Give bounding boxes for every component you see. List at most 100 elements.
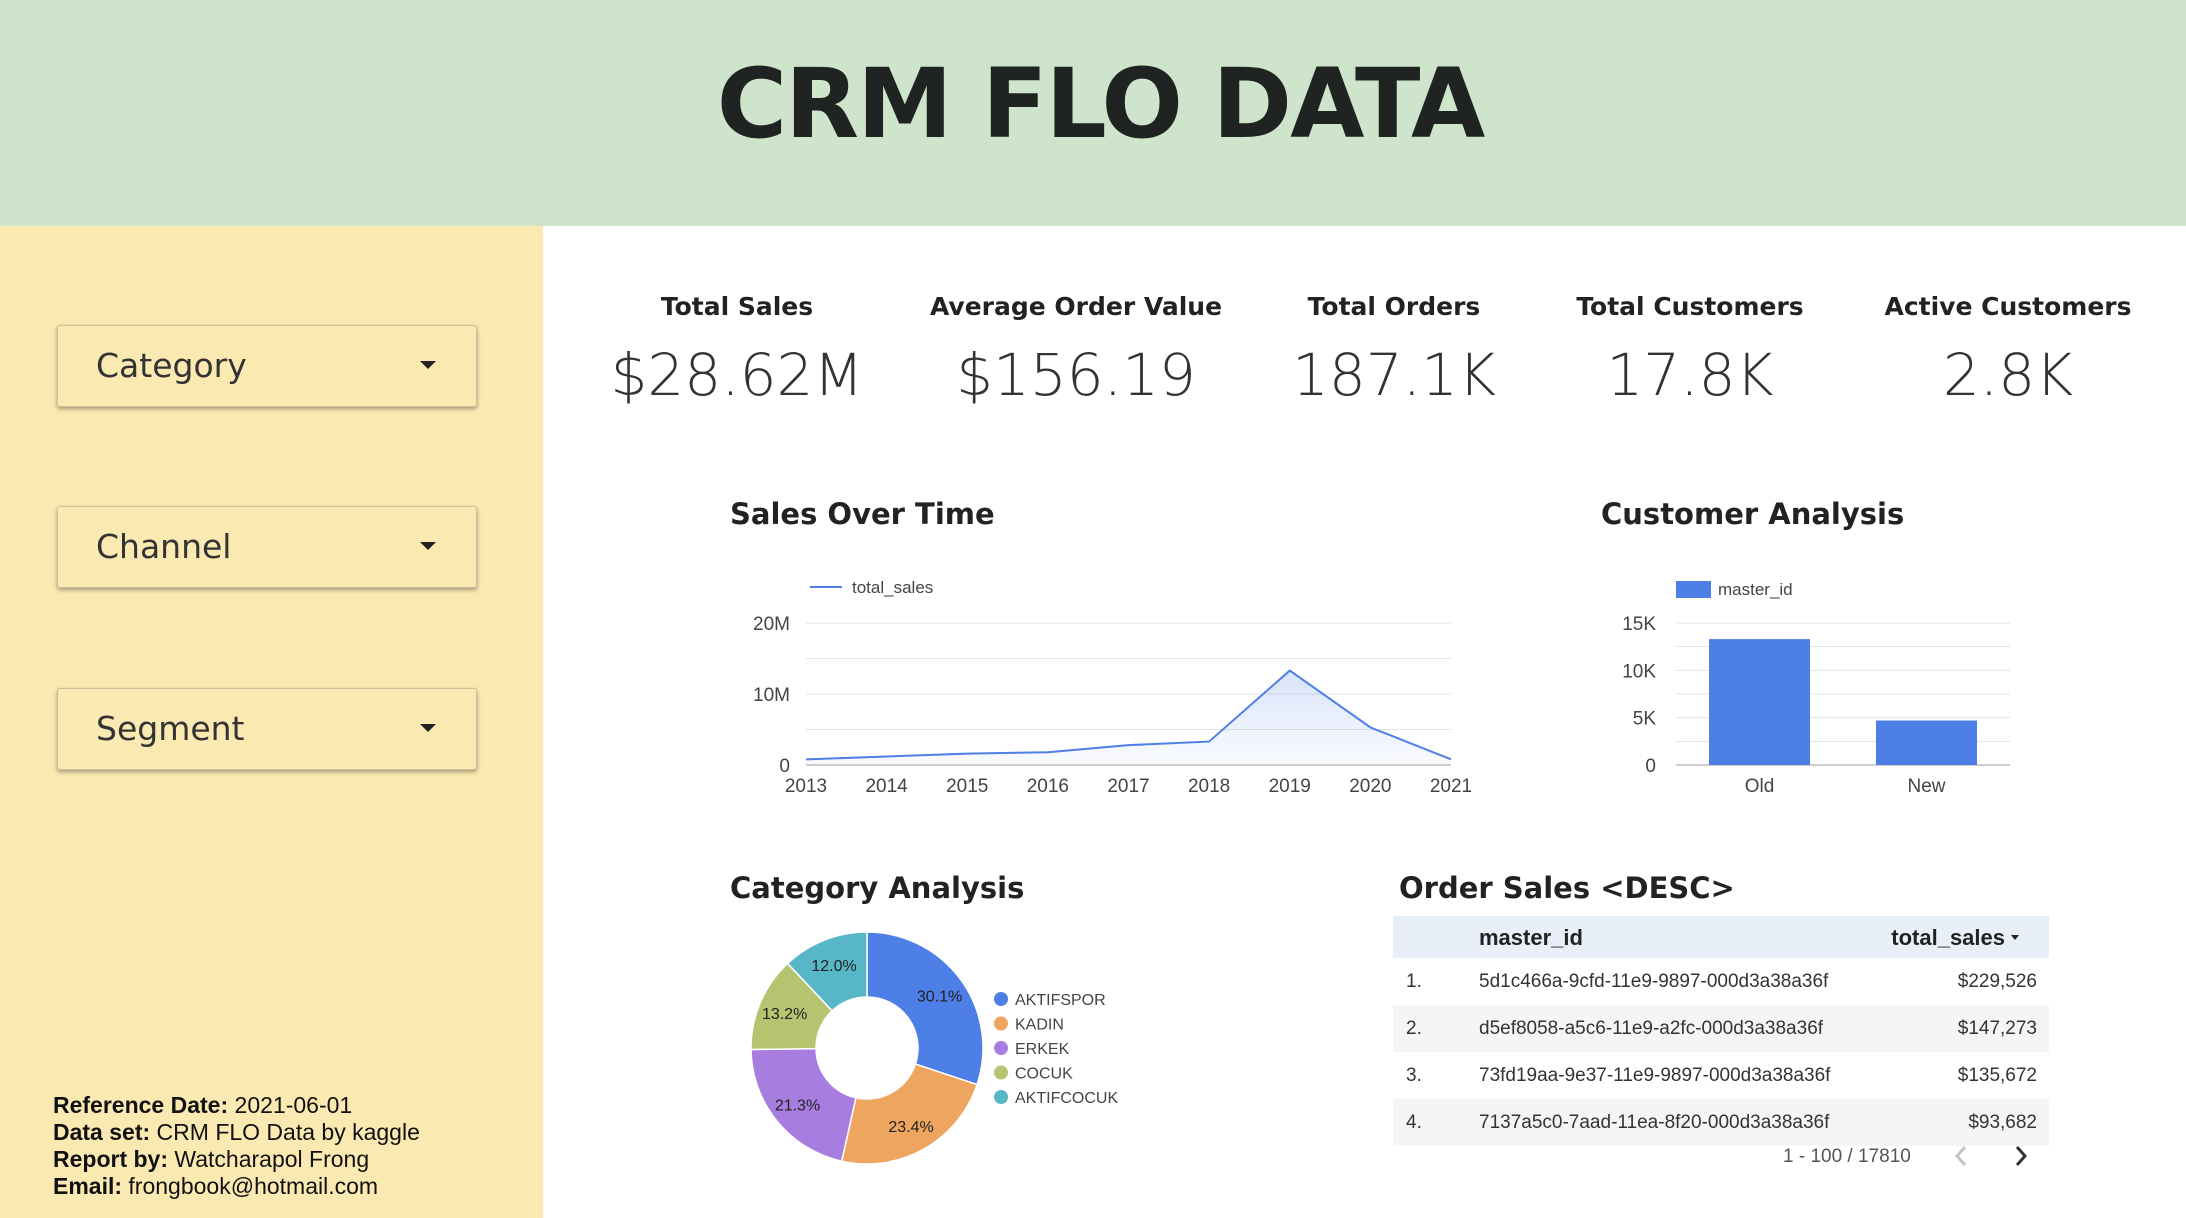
kpi-label: Total Customers bbox=[1576, 292, 1804, 321]
row-number: 1. bbox=[1406, 971, 1422, 992]
kpi-total-customers: Total Customers 17.8K bbox=[1540, 292, 1840, 409]
kpi-label: Average Order Value bbox=[929, 292, 1223, 321]
channel-filter-dropdown[interactable]: Channel bbox=[57, 506, 477, 588]
legend-label: AKTIFSPOR bbox=[1015, 992, 1106, 1009]
sort-desc-icon[interactable] bbox=[2011, 935, 2019, 940]
kpi-value: 2.8K bbox=[1942, 341, 2074, 409]
kpi-active-customers: Active Customers 2.8K bbox=[1858, 292, 2158, 409]
column-header-master-id[interactable]: master_id bbox=[1479, 925, 1583, 950]
header-banner: CRM FLO DATA bbox=[0, 0, 2186, 226]
category-filter-dropdown[interactable]: Category bbox=[57, 325, 477, 407]
legend-swatch bbox=[994, 1065, 1008, 1080]
order-sales-title: Order Sales <DESC> bbox=[1399, 871, 1735, 905]
segment-filter-dropdown[interactable]: Segment bbox=[57, 688, 477, 770]
x-tick-label: 2018 bbox=[1188, 776, 1230, 797]
legend-swatch bbox=[1676, 581, 1711, 598]
sales-over-time-title: Sales Over Time bbox=[730, 497, 995, 531]
y-tick-label: 0 bbox=[1645, 756, 1656, 777]
x-tick-label: New bbox=[1907, 776, 1945, 797]
total-sales-cell: $147,273 bbox=[1957, 1018, 2037, 1039]
x-tick-label: 2015 bbox=[946, 776, 988, 797]
legend-label: COCUK bbox=[1015, 1066, 1073, 1083]
reference-date-value: 2021-06-01 bbox=[234, 1092, 353, 1118]
master-id-cell: 7137a5c0-7aad-11ea-8f20-000d3a38a36f bbox=[1479, 1112, 1830, 1133]
legend-label: AKTIFCOCUK bbox=[1015, 1090, 1118, 1107]
segment-filter-label: Segment bbox=[96, 709, 245, 748]
x-tick-label: Old bbox=[1745, 776, 1775, 797]
slice-kadin bbox=[840, 1063, 979, 1165]
legend-swatch bbox=[994, 1016, 1008, 1031]
kpi-label: Total Sales bbox=[660, 292, 814, 321]
legend-label: master_id bbox=[1718, 580, 1793, 599]
report-by-label: Report by: bbox=[53, 1146, 168, 1172]
y-tick-label: 0 bbox=[779, 756, 790, 777]
slice-label: 23.4% bbox=[888, 1119, 933, 1136]
series-area bbox=[806, 670, 1451, 765]
column-header-total-sales[interactable]: total_sales bbox=[1891, 925, 2005, 950]
category-filter-label: Category bbox=[96, 346, 247, 385]
slice-label: 21.3% bbox=[775, 1097, 820, 1114]
bar-new bbox=[1876, 720, 1977, 765]
kpi-value: 187.1K bbox=[1291, 341, 1497, 409]
table-row[interactable]: 4. 7137a5c0-7aad-11ea-8f20-000d3a38a36f … bbox=[1393, 1099, 2049, 1146]
x-tick-label: 2019 bbox=[1269, 776, 1311, 797]
sidebar: Category Channel Segment bbox=[0, 226, 543, 1218]
y-tick-label: 15K bbox=[1622, 614, 1656, 635]
customer-analysis-chart: 0 5K 10K 15K Old New master_id bbox=[1622, 580, 2010, 797]
report-by-value: Watcharapol Frong bbox=[174, 1146, 370, 1172]
table-body: 1. 5d1c466a-9cfd-11e9-9897-000d3a38a36f … bbox=[1393, 958, 2049, 1176]
slice-erkek bbox=[750, 1047, 857, 1163]
slice-label: 30.1% bbox=[917, 989, 962, 1006]
x-tick-label: 2013 bbox=[785, 776, 827, 797]
y-tick-label: 20M bbox=[753, 614, 790, 635]
row-number: 2. bbox=[1406, 1018, 1422, 1039]
slice-aktifspor bbox=[866, 931, 984, 1086]
legend-swatch bbox=[994, 992, 1008, 1006]
page-title: CRM FLO DATA bbox=[716, 48, 1486, 160]
master-id-cell: d5ef8058-a5c6-11e9-a2fc-000d3a38a36f bbox=[1479, 1018, 1824, 1039]
series-line-total-sales bbox=[805, 669, 1452, 761]
customer-analysis-title: Customer Analysis bbox=[1601, 497, 1905, 531]
previous-page-icon[interactable] bbox=[1948, 1141, 1974, 1171]
row-number: 3. bbox=[1406, 1065, 1422, 1086]
caret-down-icon bbox=[420, 361, 436, 369]
table-row[interactable]: 1. 5d1c466a-9cfd-11e9-9897-000d3a38a36f … bbox=[1393, 958, 2049, 1005]
kpi-average-order-value: Average Order Value $156.19 bbox=[926, 292, 1226, 409]
y-tick-label: 10K bbox=[1622, 661, 1656, 682]
x-tick-label: 2021 bbox=[1430, 776, 1472, 797]
dataset-value: CRM FLO Data by kaggle bbox=[156, 1119, 420, 1145]
x-tick-label: 2017 bbox=[1107, 776, 1149, 797]
kpi-total-sales: Total Sales $28.62M bbox=[587, 292, 887, 409]
kpi-label: Total Orders bbox=[1307, 292, 1481, 321]
y-tick-label: 5K bbox=[1633, 709, 1657, 730]
next-page-icon[interactable] bbox=[2008, 1141, 2034, 1171]
slice-aktifcocuk bbox=[786, 931, 868, 1012]
table-row[interactable]: 3. 73fd19aa-9e37-11e9-9897-000d3a38a36f … bbox=[1393, 1052, 2049, 1099]
caret-down-icon bbox=[420, 542, 436, 550]
channel-filter-label: Channel bbox=[96, 527, 232, 566]
dataset-label: Data set: bbox=[53, 1119, 151, 1145]
legend-swatch bbox=[994, 1090, 1008, 1104]
table-row[interactable]: 2. d5ef8058-a5c6-11e9-a2fc-000d3a38a36f … bbox=[1393, 1005, 2049, 1052]
kpi-total-orders: Total Orders 187.1K bbox=[1244, 292, 1544, 409]
table-header: master_id total_sales bbox=[1393, 916, 2049, 958]
bar-old bbox=[1709, 639, 1810, 765]
legend-label: KADIN bbox=[1015, 1017, 1064, 1034]
row-number: 4. bbox=[1406, 1112, 1422, 1133]
reference-date-label: Reference Date: bbox=[53, 1092, 229, 1118]
x-tick-label: 2014 bbox=[865, 776, 908, 797]
pagination-text: 1 - 100 / 17810 bbox=[1783, 1146, 1911, 1167]
legend-label: total_sales bbox=[852, 578, 933, 597]
caret-down-icon bbox=[420, 724, 436, 732]
legend-label: ERKEK bbox=[1015, 1041, 1070, 1058]
master-id-cell: 5d1c466a-9cfd-11e9-9897-000d3a38a36f bbox=[1479, 971, 1829, 992]
slice-label: 12.0% bbox=[811, 958, 856, 975]
x-tick-label: 2020 bbox=[1349, 776, 1391, 797]
total-sales-cell: $93,682 bbox=[1968, 1112, 2037, 1133]
email-label: Email: bbox=[53, 1173, 123, 1199]
kpi-label: Active Customers bbox=[1884, 292, 2132, 321]
y-tick-label: 10M bbox=[753, 685, 790, 706]
slice-label: 13.2% bbox=[762, 1006, 807, 1023]
total-sales-cell: $135,672 bbox=[1957, 1065, 2037, 1086]
kpi-value: $156.19 bbox=[956, 341, 1196, 409]
